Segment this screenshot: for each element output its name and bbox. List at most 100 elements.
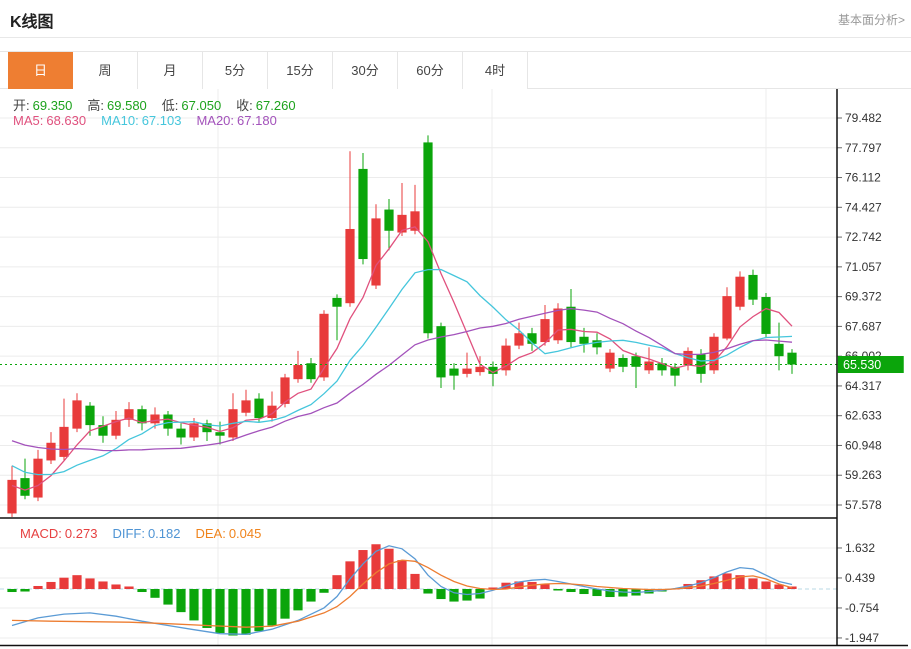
tab-月[interactable]: 月: [138, 52, 203, 89]
candle[interactable]: [761, 292, 771, 338]
candle[interactable]: [605, 349, 615, 373]
macd-bar: [436, 589, 446, 600]
candle[interactable]: [501, 338, 511, 376]
candle[interactable]: [124, 402, 134, 427]
candle[interactable]: [397, 183, 407, 237]
candle[interactable]: [59, 398, 69, 461]
ohlc-high: 高: 69.580: [87, 98, 147, 113]
tab-30分[interactable]: 30分: [333, 52, 398, 89]
macd-bar: [85, 578, 95, 589]
macd-info: MACD: 0.273 DIFF: 0.182 DEA: 0.045: [20, 526, 276, 541]
macd-axis-label: -1.947: [845, 631, 879, 645]
price-axis-label: 76.112: [845, 171, 881, 185]
candle[interactable]: [514, 322, 524, 350]
price-axis-label: 72.742: [845, 230, 882, 244]
tab-15分[interactable]: 15分: [268, 52, 333, 89]
candle[interactable]: [358, 153, 368, 265]
candle[interactable]: [46, 432, 56, 464]
ma5-line: [11, 226, 793, 491]
candle[interactable]: [709, 333, 719, 374]
candle[interactable]: [228, 393, 238, 442]
candle[interactable]: [618, 354, 628, 373]
candle[interactable]: [488, 361, 498, 387]
candlestick-chart[interactable]: 79.482 77.797 76.112 74.427 72.742 71.057 69.3…: [0, 89, 911, 649]
candle[interactable]: [332, 294, 342, 341]
candle[interactable]: [384, 198, 394, 251]
macd-bar: [358, 550, 368, 589]
candle[interactable]: [722, 287, 732, 341]
macd-bar: [540, 583, 550, 589]
candle[interactable]: [163, 410, 173, 436]
candle[interactable]: [137, 405, 147, 431]
macd-bar: [371, 544, 381, 589]
tab-周[interactable]: 周: [73, 52, 138, 89]
macd-bar: [423, 589, 433, 594]
candle[interactable]: [33, 449, 43, 502]
candle[interactable]: [657, 357, 667, 376]
candle[interactable]: [631, 352, 641, 389]
candle[interactable]: [475, 356, 485, 376]
candle[interactable]: [735, 271, 745, 311]
candle[interactable]: [748, 269, 758, 305]
price-axis-label: 62.633: [845, 409, 882, 423]
macd-bar: [280, 589, 290, 619]
tab-日[interactable]: 日: [8, 52, 73, 89]
tab-60分[interactable]: 60分: [398, 52, 463, 89]
macd-bar: [137, 589, 147, 593]
macd-bar: [20, 589, 30, 592]
ma-info: MA5: 68.630 MA10: 67.103 MA20: 67.180: [13, 113, 292, 128]
price-axis-label: 60.948: [845, 438, 882, 452]
candle[interactable]: [592, 333, 602, 355]
candle[interactable]: [241, 389, 251, 417]
price-axis-label: 69.372: [845, 290, 882, 304]
candle[interactable]: [72, 393, 82, 433]
candle[interactable]: [319, 310, 329, 381]
candle[interactable]: [98, 416, 108, 443]
candle[interactable]: [423, 135, 433, 339]
macd-bar: [319, 589, 329, 593]
candle[interactable]: [371, 204, 381, 290]
ma-ma5: MA5: 68.630: [13, 113, 87, 128]
macd-bar: [293, 589, 303, 611]
candle[interactable]: [553, 303, 563, 344]
candle[interactable]: [774, 322, 784, 371]
diff-line: [11, 545, 793, 635]
candle[interactable]: [436, 322, 446, 389]
candle[interactable]: [410, 184, 420, 235]
macd-bar: [202, 589, 212, 628]
macd-bar: [124, 586, 134, 589]
candle[interactable]: [176, 423, 186, 445]
macd-bar: [306, 589, 316, 602]
fundamental-analysis-link[interactable]: 基本面分析>: [837, 13, 905, 27]
candle[interactable]: [787, 349, 797, 374]
candle[interactable]: [20, 458, 30, 500]
candle[interactable]: [527, 327, 537, 351]
candle[interactable]: [267, 391, 277, 422]
macd-dea: DEA: 0.045: [195, 526, 262, 541]
candle[interactable]: [566, 289, 576, 348]
ohlc-open: 开: 69.350: [13, 98, 73, 113]
candle[interactable]: [202, 419, 212, 442]
candle[interactable]: [540, 304, 550, 346]
candle[interactable]: [7, 465, 17, 517]
macd-bar: [7, 589, 17, 593]
interval-tabs: 日周月 5分 15分 30分 60分 4时: [0, 51, 911, 89]
candle[interactable]: [644, 347, 654, 374]
ma-ma20: MA20: 67.180: [196, 113, 277, 128]
candle[interactable]: [449, 363, 459, 390]
candle[interactable]: [254, 393, 264, 422]
macd-bar: [176, 589, 186, 613]
macd-bar: [618, 589, 628, 597]
candle[interactable]: [111, 410, 121, 440]
macd-bar: [735, 575, 745, 589]
tab-4时[interactable]: 4时: [463, 52, 528, 89]
ma-ma10: MA10: 67.103: [101, 113, 182, 128]
candle[interactable]: [345, 151, 355, 307]
candle[interactable]: [670, 363, 680, 387]
candle[interactable]: [306, 357, 316, 383]
candle[interactable]: [462, 352, 472, 378]
macd-bar: [566, 589, 576, 593]
tab-5分[interactable]: 5分: [203, 52, 268, 89]
candle[interactable]: [293, 350, 303, 383]
